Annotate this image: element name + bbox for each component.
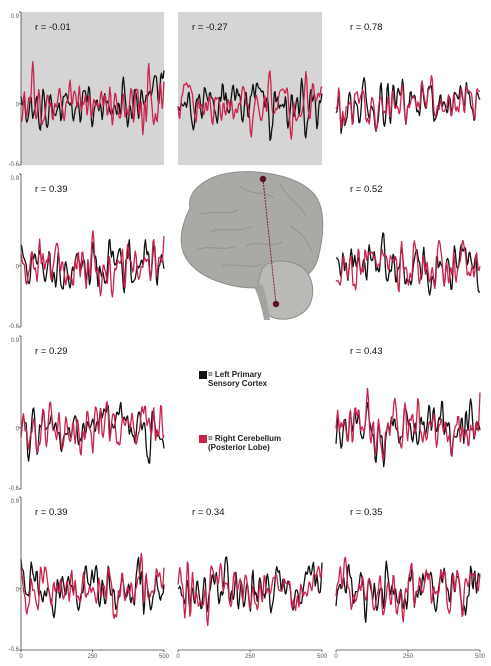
panel-8-series-sensory	[20, 556, 165, 619]
x-tick-label: 500	[317, 654, 328, 660]
sensory-cortex-marker	[259, 175, 267, 183]
panel-4-r-label: r = 0.39	[35, 184, 67, 195]
x-tick-label: 0	[19, 654, 23, 660]
panel-3-r-label: r = 0.78	[350, 22, 382, 33]
panel-4-series-sensory	[20, 238, 165, 294]
x-tick-label: 500	[475, 654, 486, 660]
panel-9: r = 0.34 0 250 500	[176, 507, 327, 660]
panel-10: r = 0.35 0 250 500	[334, 507, 485, 660]
legend-label-sensory: = Left Primary Sensory Cortex	[208, 370, 268, 388]
y-tick-label: 0.9	[11, 499, 20, 505]
panel-6-series-cerebellum	[20, 401, 165, 456]
panel-2-series-cerebellum	[177, 70, 323, 140]
panel-4-series-cerebellum	[20, 229, 165, 298]
y-tick-label: 0	[16, 587, 20, 593]
brainstem-shape	[254, 284, 270, 320]
y-tick-label: 0	[16, 264, 20, 270]
panel-2-r-label: r = -0.27	[192, 22, 228, 33]
panel-8-series-cerebellum	[20, 552, 165, 620]
x-tick-label: 250	[403, 654, 414, 660]
panel-2: r = -0.27	[177, 12, 323, 165]
panel-6-r-label: r = 0.29	[35, 346, 67, 357]
panel-7-r-label: r = 0.43	[350, 346, 382, 357]
panel-3-series-cerebellum	[335, 74, 481, 131]
cerebellum-marker	[272, 300, 280, 308]
panel-9-series-cerebellum	[177, 561, 323, 627]
panel-1-r-label: r = -0.01	[35, 22, 71, 33]
panel-5-series-cerebellum	[335, 239, 481, 293]
y-tick-label: -0.6	[9, 647, 20, 653]
y-tick-label: -0.6	[9, 162, 20, 168]
panel-7-series-cerebellum	[335, 387, 481, 462]
panel-2-background	[178, 12, 322, 165]
panel-1-series-cerebellum	[20, 61, 165, 136]
legend-swatch-sensory	[199, 371, 207, 379]
panel-9-r-label: r = 0.34	[192, 507, 224, 518]
panel-7: r = 0.43	[335, 346, 481, 468]
y-tick-label: 0	[16, 102, 20, 108]
y-tick-label: -0.6	[9, 324, 20, 330]
y-tick-label: 0.9	[11, 176, 20, 182]
panel-1-series-sensory	[20, 70, 165, 131]
y-tick-label: -0.6	[9, 486, 20, 492]
panel-4: r = 0.39 0.9 0 -0.6	[9, 173, 165, 330]
x-tick-label: 500	[159, 654, 170, 660]
x-tick-label: 250	[87, 654, 98, 660]
x-tick-label: 250	[245, 654, 256, 660]
panel-1-background	[21, 12, 164, 165]
panel-6: r = 0.29 0.9 0 -0.6	[9, 335, 165, 492]
panel-8-r-label: r = 0.39	[35, 507, 67, 518]
legend-label-cerebellum: = Right Cerebellum (Posterior Lobe)	[208, 434, 282, 452]
gyri-lines	[195, 183, 313, 267]
legend-swatch-cerebellum	[199, 435, 207, 443]
panel-5-r-label: r = 0.52	[350, 184, 382, 195]
panel-8: r = 0.390.90-0.60 250 500	[9, 496, 170, 660]
x-tick-label: 0	[334, 654, 338, 660]
y-tick-label: 0.9	[11, 338, 20, 344]
panel-2-series-sensory	[177, 77, 323, 141]
x-tick-label: 0	[176, 654, 180, 660]
cerebrum-shape	[180, 171, 324, 289]
panel-5: r = 0.52	[335, 184, 481, 296]
panel-1: r = -0.01 0.9 0 -0.6	[9, 11, 165, 168]
brain-render	[180, 171, 324, 320]
y-tick-label: 0	[16, 426, 20, 432]
panel-10-series-cerebellum	[335, 556, 481, 623]
y-tick-label: 0.9	[11, 14, 20, 20]
panel-3: r = 0.78	[335, 22, 481, 134]
panel-10-r-label: r = 0.35	[350, 507, 382, 518]
